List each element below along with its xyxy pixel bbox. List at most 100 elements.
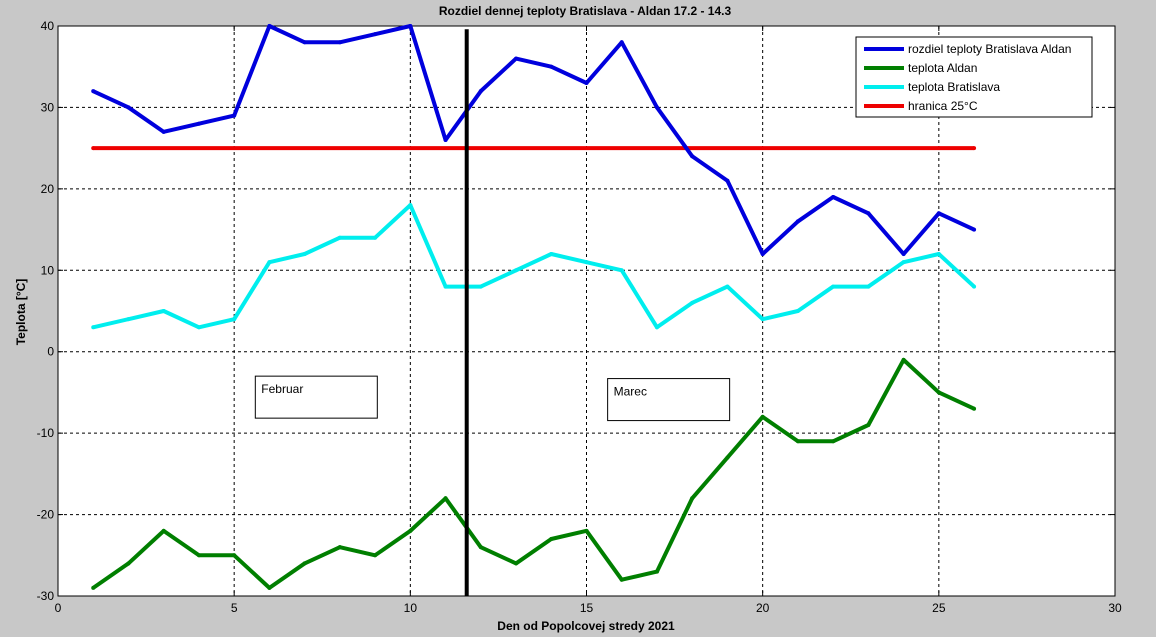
data-point-s2: [302, 252, 307, 256]
data-point-s1: [936, 390, 941, 395]
y-tick-label: 20: [41, 182, 55, 196]
data-point-s2: [549, 252, 554, 256]
data-point-s3: [972, 146, 977, 151]
series-lines: [92, 24, 976, 596]
data-point-s0: [972, 227, 977, 232]
y-tick-label: 30: [41, 100, 55, 114]
data-point-s2: [373, 235, 378, 240]
data-point-s1: [760, 414, 765, 419]
data-point-s1: [654, 569, 659, 574]
data-point-s0: [337, 40, 342, 45]
data-point-s0: [126, 105, 131, 110]
data-point-s2: [866, 284, 871, 289]
data-point-s2: [831, 284, 836, 289]
data-point-s1: [337, 545, 342, 550]
x-tick-label: 15: [580, 601, 594, 615]
y-tick-label: -10: [37, 426, 55, 440]
data-point-s1: [408, 528, 413, 533]
data-point-s2: [972, 284, 977, 289]
y-tick-label: -30: [37, 589, 55, 603]
data-point-s1: [478, 545, 483, 550]
y-tick-label: -20: [37, 508, 55, 522]
data-point-s0: [196, 121, 201, 126]
tick-labels: 0 5 10 15 20 25 30 -30 -20 -10 0 10 20 30 40: [37, 19, 1122, 615]
data-point-s2: [795, 309, 800, 313]
data-point-s0: [584, 81, 589, 85]
x-tick-label: 25: [932, 601, 946, 615]
data-point-s1: [373, 553, 378, 558]
data-point-s2: [337, 235, 342, 240]
legend-label: teplota Aldan: [908, 61, 977, 75]
data-point-s2: [126, 317, 131, 322]
chart-title: Rozdiel dennej teploty Bratislava - Alda…: [439, 4, 732, 18]
data-point-s1: [91, 585, 96, 590]
data-point-s1: [619, 577, 624, 582]
legend-label: teplota Bratislava: [908, 80, 1000, 94]
annotation-box: [254, 375, 378, 419]
data-point-s1: [443, 496, 448, 501]
y-axis-label: Teplota [°C]: [14, 279, 28, 346]
annotation-text: Marec: [614, 385, 647, 399]
data-point-s1: [584, 528, 589, 533]
data-point-s2: [901, 260, 906, 265]
data-point-s0: [514, 56, 519, 61]
data-point-s0: [478, 89, 483, 94]
y-tick-label: 40: [41, 19, 55, 33]
data-point-s0: [619, 40, 624, 45]
data-point-s2: [936, 252, 941, 256]
data-point-s1: [690, 496, 695, 501]
data-point-s0: [549, 64, 554, 69]
data-point-s0: [901, 252, 906, 256]
data-point-s0: [936, 211, 941, 216]
data-point-s1: [901, 357, 906, 362]
x-axis-label: Den od Popolcovej stredy 2021: [497, 619, 675, 633]
series-line-0: [92, 24, 975, 256]
data-point-s0: [725, 178, 730, 183]
y-tick-label: 0: [47, 345, 54, 359]
annotations: Februar Marec: [254, 375, 731, 422]
x-tick-label: 30: [1108, 601, 1122, 615]
data-point-s2: [514, 268, 519, 273]
data-point-s2: [690, 300, 695, 305]
data-point-s0: [232, 113, 237, 118]
annotation-box: [607, 378, 731, 422]
data-point-s2: [232, 317, 237, 322]
data-point-s2: [619, 268, 624, 273]
data-point-s1: [232, 553, 237, 558]
x-tick-label: 0: [55, 601, 62, 615]
data-point-s0: [408, 24, 413, 28]
annotation-text: Februar: [261, 382, 303, 396]
grid-lines: [57, 25, 1116, 597]
legend-label: hranica 25°C: [908, 99, 978, 113]
data-point-s0: [654, 105, 659, 110]
x-tick-label: 5: [231, 601, 238, 615]
data-point-s0: [760, 252, 765, 256]
data-point-s1: [866, 423, 871, 427]
data-point-s2: [725, 284, 730, 289]
data-point-s1: [972, 406, 977, 411]
data-point-s1: [795, 439, 800, 444]
data-point-s0: [373, 32, 378, 37]
data-point-s1: [549, 537, 554, 541]
data-point-s1: [267, 585, 272, 590]
data-point-s1: [725, 455, 730, 460]
data-point-s2: [408, 203, 413, 208]
data-point-s2: [760, 317, 765, 322]
data-point-s1: [831, 439, 836, 444]
data-point-s2: [196, 325, 201, 330]
x-tick-label: 20: [756, 601, 770, 615]
legend-label: rozdiel teploty Bratislava Aldan: [908, 42, 1071, 56]
series-line-2: [92, 203, 976, 330]
legend: rozdiel teploty Bratislava Aldan teplota …: [855, 36, 1093, 118]
data-point-s3: [91, 146, 96, 151]
data-point-s0: [690, 154, 695, 159]
data-point-s1: [196, 553, 201, 558]
data-point-s2: [584, 260, 589, 265]
data-point-s1: [302, 561, 307, 566]
data-point-s0: [795, 219, 800, 224]
data-point-s1: [126, 561, 131, 566]
data-point-s2: [161, 309, 166, 313]
x-tick-label: 10: [404, 601, 418, 615]
data-point-s1: [514, 561, 519, 566]
